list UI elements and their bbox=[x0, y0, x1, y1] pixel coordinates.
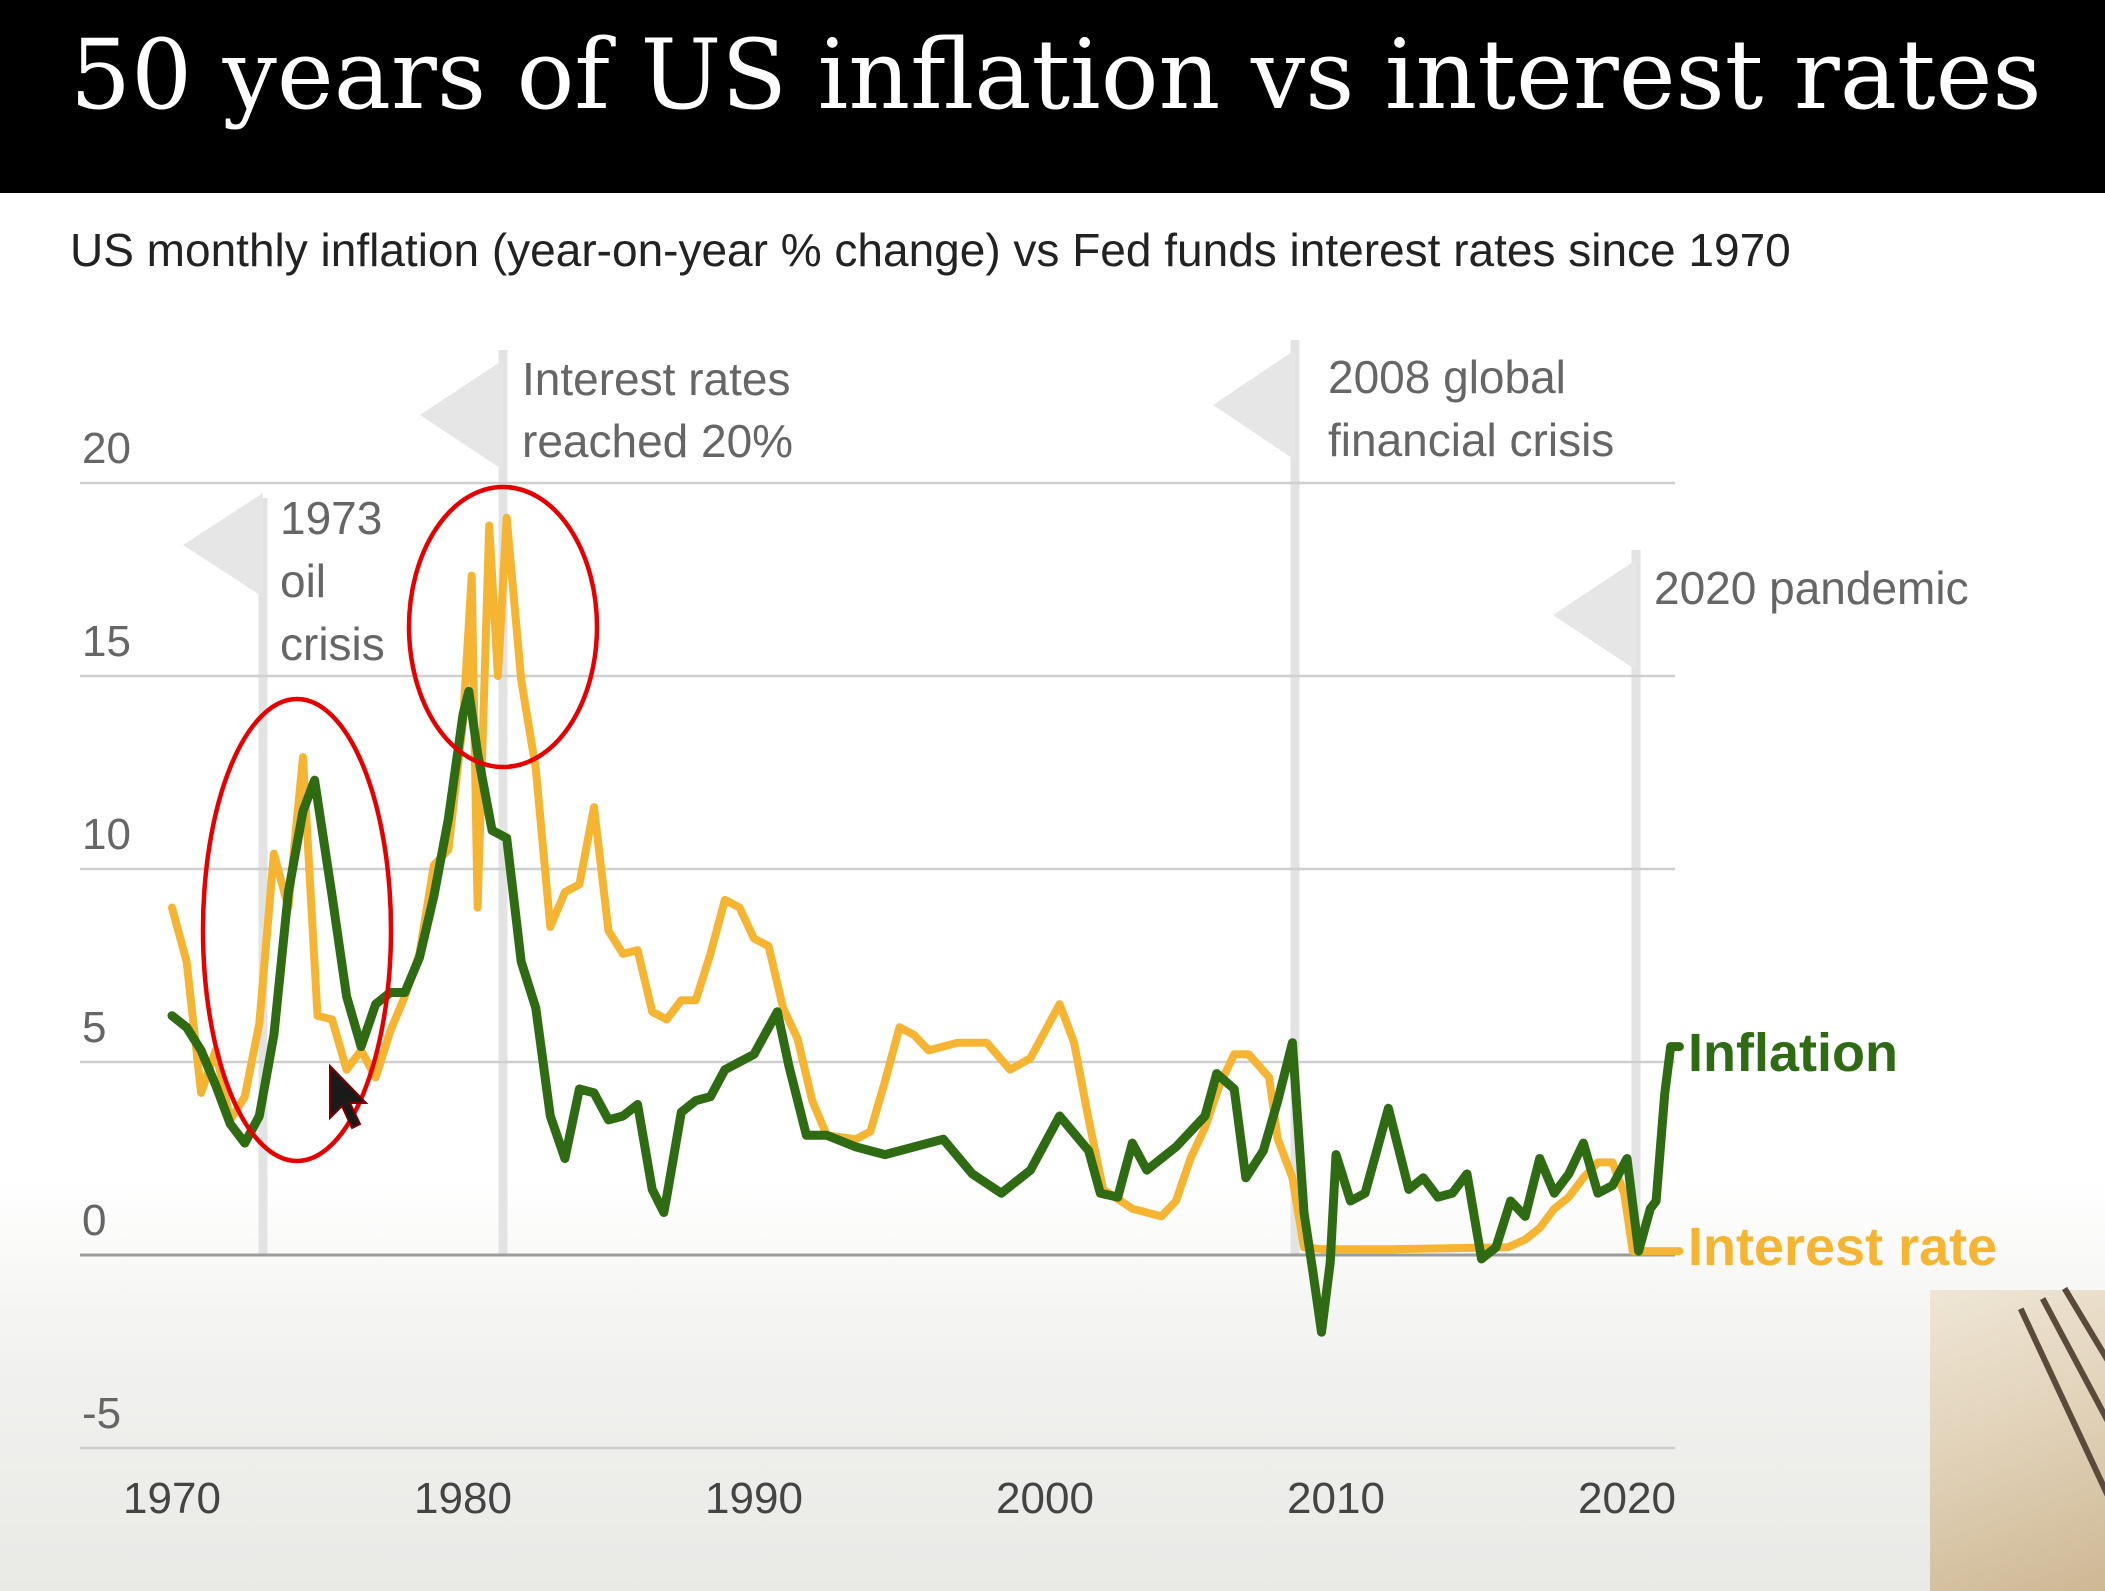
x-tick-1990: 1990 bbox=[705, 1474, 803, 1523]
annotation-flag-2008 bbox=[1213, 350, 1295, 460]
x-tick-1980: 1980 bbox=[414, 1474, 512, 1523]
series-line-interest-rate bbox=[168, 513, 1684, 1256]
annotation-2008-line-2: financial crisis bbox=[1328, 414, 1614, 466]
legend: Inflation Interest rate bbox=[1688, 1023, 1997, 1277]
annotation-texts: 1973 oil crisis Interest rates reached 2… bbox=[280, 351, 1969, 670]
x-tick-2000: 2000 bbox=[996, 1474, 1094, 1523]
annotation-1973-line-1: 1973 bbox=[280, 492, 382, 544]
y-tick-5: 5 bbox=[82, 1003, 106, 1052]
x-tick-2020: 2020 bbox=[1578, 1474, 1676, 1523]
highlight-ellipse-1973 bbox=[200, 696, 394, 1164]
y-tick-10: 10 bbox=[82, 810, 131, 859]
title-bar: 50 years of US inflation vs interest rat… bbox=[0, 0, 2105, 193]
corner-photo-overlay bbox=[1930, 1286, 2105, 1591]
annotation-1980-line-2: reached 20% bbox=[522, 415, 793, 467]
annotation-flag-1980 bbox=[420, 360, 503, 470]
annotation-1980-line-1: Interest rates bbox=[522, 353, 790, 405]
annotation-2008-line-1: 2008 global bbox=[1328, 351, 1566, 403]
highlight-ellipses bbox=[200, 484, 600, 1164]
x-tick-2010: 2010 bbox=[1287, 1474, 1385, 1523]
y-tick-0: 0 bbox=[82, 1196, 106, 1245]
legend-label-inflation: Inflation bbox=[1688, 1023, 1898, 1083]
x-axis: 1970 1980 1990 2000 2010 2020 bbox=[123, 1474, 1676, 1523]
x-tick-1970: 1970 bbox=[123, 1474, 221, 1523]
annotation-markers bbox=[183, 340, 1641, 1255]
annotation-flag-1973 bbox=[183, 493, 263, 597]
annotation-1973-line-3: crisis bbox=[280, 618, 385, 670]
chart-subtitle: US monthly inflation (year-on-year % cha… bbox=[70, 224, 1791, 276]
highlight-ellipse-1980 bbox=[406, 484, 600, 770]
y-tick-minus-5: -5 bbox=[82, 1389, 121, 1438]
y-axis: 20 15 10 5 0 -5 bbox=[82, 424, 131, 1438]
mouse-cursor-icon bbox=[329, 1063, 369, 1130]
y-tick-15: 15 bbox=[82, 617, 131, 666]
series-group bbox=[167, 513, 1684, 1337]
series-line-inflation bbox=[167, 686, 1684, 1337]
overlay-line-1 bbox=[2018, 1307, 2105, 1591]
main-title: 50 years of US inflation vs interest rat… bbox=[70, 19, 2042, 131]
annotation-flag-2020 bbox=[1553, 560, 1636, 670]
y-tick-20: 20 bbox=[82, 424, 131, 473]
legend-label-interest-rate: Interest rate bbox=[1688, 1217, 1997, 1277]
annotation-1973-line-2: oil bbox=[280, 555, 326, 607]
annotation-2020-line-1: 2020 pandemic bbox=[1654, 562, 1969, 614]
